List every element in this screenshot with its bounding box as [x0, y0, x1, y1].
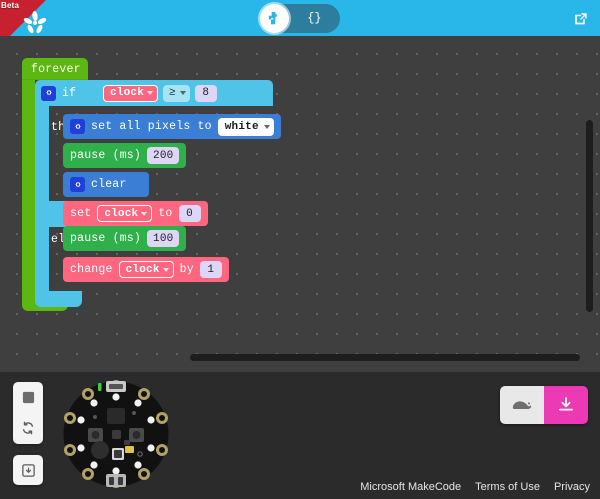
pause-duration-value: 200	[153, 149, 174, 162]
condition-number-value: 8	[202, 87, 210, 99]
set-label: set	[70, 207, 92, 220]
pause-else-label: pause (ms)	[70, 232, 142, 245]
vertical-scrollbar[interactable]	[586, 120, 593, 312]
simulator-controls-group	[13, 382, 43, 444]
block-pause-200[interactable]: pause (ms) 200	[63, 143, 187, 168]
block-pause-100[interactable]: pause (ms) 100	[63, 226, 187, 251]
puzzle-piece-icon	[268, 11, 277, 25]
fullscreen-icon[interactable]	[21, 463, 36, 478]
set-clock-value-field[interactable]: 0	[178, 205, 201, 222]
project-actions-group	[500, 386, 588, 424]
gear-icon[interactable]	[70, 119, 85, 134]
pixel-color-value: white	[224, 120, 259, 133]
horizontal-scrollbar[interactable]	[190, 354, 580, 361]
blocks-workspace[interactable]: forever if then else	[0, 36, 600, 372]
blocks-mode-button[interactable]	[260, 4, 289, 33]
set-all-pixels-label: set all pixels to	[91, 120, 212, 133]
variable-clock-reporter[interactable]: clock	[103, 84, 159, 102]
if-foot	[35, 291, 82, 307]
pixel-color-dropdown[interactable]: white	[217, 117, 274, 136]
set-variable-dropdown[interactable]: clock	[97, 205, 153, 222]
if-label: if	[62, 86, 77, 100]
change-by-label: by	[179, 263, 194, 276]
block-set-all-pixels[interactable]: set all pixels to white	[63, 114, 281, 139]
stop-icon[interactable]	[22, 391, 35, 404]
variable-name: clock	[110, 87, 145, 99]
chevron-down-icon[interactable]	[263, 124, 270, 129]
gear-icon[interactable]	[70, 177, 85, 192]
circuit-playground-express-board[interactable]	[62, 380, 170, 488]
set-clock-value: 0	[186, 207, 193, 220]
condition-number-field[interactable]: 8	[194, 84, 217, 102]
chevron-down-icon[interactable]	[147, 91, 154, 95]
beta-ribbon: Beta	[0, 0, 46, 36]
block-comparison[interactable]: clock ≥ 8	[91, 82, 223, 104]
block-change-clock[interactable]: change clock by 1	[63, 257, 229, 282]
restart-icon[interactable]	[21, 421, 35, 435]
footer-link-makecode[interactable]: Microsoft MakeCode	[360, 481, 462, 493]
if-then-arm	[35, 106, 49, 201]
change-clock-value: 1	[207, 263, 215, 276]
app-header: Beta {}	[0, 0, 600, 36]
footer-link-terms[interactable]: Terms of Use	[475, 481, 540, 493]
gear-icon[interactable]	[41, 85, 56, 101]
javascript-mode-button[interactable]: {}	[307, 12, 322, 25]
download-button[interactable]	[544, 386, 588, 424]
clear-label: clear	[91, 178, 127, 191]
forever-header[interactable]: forever	[22, 58, 88, 80]
pause-else-duration-value: 100	[153, 232, 174, 245]
editor-mode-toggle[interactable]: {}	[260, 4, 340, 33]
beta-label: Beta	[1, 1, 20, 10]
external-link-icon[interactable]	[570, 8, 592, 30]
footer-link-privacy[interactable]: Privacy	[553, 481, 590, 493]
save-button[interactable]	[500, 386, 544, 424]
pause-duration-field[interactable]: 200	[147, 147, 180, 164]
chevron-down-icon[interactable]	[162, 267, 169, 272]
simulator-bar: Microsoft MakeCode Terms of Use Privacy	[0, 372, 600, 499]
forever-arm	[22, 80, 35, 294]
pause-label: pause (ms)	[70, 149, 142, 162]
if-else-arm	[35, 227, 49, 291]
fullscreen-button[interactable]	[13, 455, 43, 485]
chevron-down-icon[interactable]	[179, 91, 186, 95]
chevron-down-icon[interactable]	[141, 211, 148, 216]
operator-label: ≥	[169, 87, 176, 99]
forever-label: forever	[31, 62, 81, 76]
pause-else-duration-field[interactable]: 100	[147, 230, 180, 247]
change-label: change	[70, 263, 113, 276]
block-set-clock[interactable]: set clock to 0	[63, 201, 208, 226]
adafruit-flower-logo[interactable]	[22, 11, 48, 35]
block-clear[interactable]: clear	[63, 172, 149, 197]
set-to-label: to	[158, 207, 173, 220]
change-clock-value-field[interactable]: 1	[199, 261, 222, 278]
set-variable-name: clock	[104, 207, 139, 220]
footer-links: Microsoft MakeCode Terms of Use Privacy	[360, 481, 590, 493]
change-variable-name: clock	[125, 263, 160, 276]
change-variable-dropdown[interactable]: clock	[118, 261, 174, 278]
save-icon	[511, 397, 533, 413]
download-icon	[557, 396, 575, 414]
comparison-operator-dropdown[interactable]: ≥	[163, 84, 190, 102]
